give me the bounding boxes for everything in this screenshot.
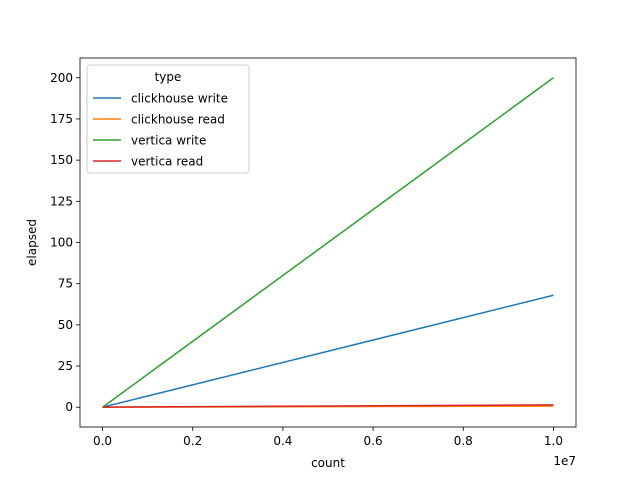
y-tick-label: 125 <box>50 194 73 208</box>
y-tick-label: 200 <box>50 71 73 85</box>
legend-title: type <box>155 70 182 84</box>
series-line-vertica-read <box>101 404 554 408</box>
legend-entry-label: clickhouse write <box>131 92 228 106</box>
x-tick-label: 0.6 <box>364 434 383 448</box>
x-tick-label: 0.4 <box>273 434 292 448</box>
x-axis-offset-label: 1e7 <box>553 454 576 468</box>
x-tick-label: 0.8 <box>454 434 473 448</box>
legend: type clickhouse write clickhouse read vert… <box>86 64 250 174</box>
legend-entry-label: clickhouse read <box>131 113 225 127</box>
x-axis: 0.0 0.2 0.4 0.6 0.8 1.0 <box>93 427 563 448</box>
legend-entry-label: vertica write <box>131 134 206 148</box>
x-tick-label: 0.0 <box>93 434 112 448</box>
y-axis: 0 25 50 75 100 125 150 175 200 <box>50 71 80 414</box>
y-axis-label: elapsed <box>25 219 39 266</box>
y-tick-label: 50 <box>58 318 73 332</box>
x-axis-label: count <box>311 456 345 470</box>
y-tick-label: 75 <box>58 277 73 291</box>
legend-box <box>86 64 250 174</box>
series-layer <box>101 77 554 408</box>
legend-entry-label: vertica read <box>131 155 203 169</box>
y-tick-label: 175 <box>50 112 73 126</box>
y-tick-label: 0 <box>65 400 73 414</box>
y-tick-label: 25 <box>58 359 73 373</box>
x-tick-label: 1.0 <box>544 434 563 448</box>
y-tick-label: 150 <box>50 153 73 167</box>
x-tick-label: 0.2 <box>183 434 202 448</box>
y-tick-label: 100 <box>50 236 73 250</box>
